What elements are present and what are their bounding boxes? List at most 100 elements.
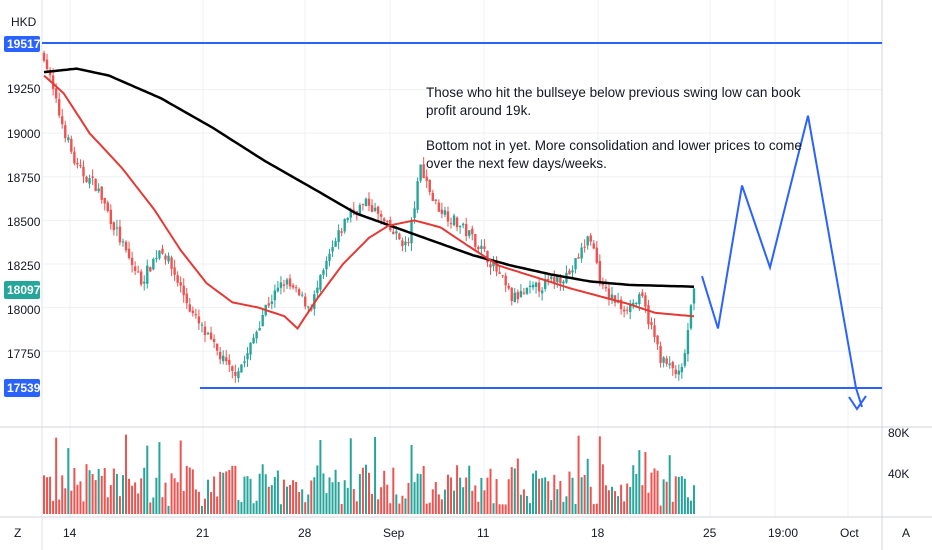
candle-body xyxy=(88,178,91,184)
time-axis[interactable]: 14 21 28 Sep 11 18 25 19:00 Oct xyxy=(63,526,859,540)
candle-body xyxy=(222,355,225,362)
auto-scale-button[interactable]: A xyxy=(902,526,910,540)
volume-bar xyxy=(689,500,692,514)
volume-bar xyxy=(322,473,325,514)
badge-last-price: 18097 xyxy=(4,281,41,299)
candle-body xyxy=(279,282,283,288)
volume-bar xyxy=(595,503,598,514)
time-tick: 28 xyxy=(298,526,312,540)
price-axis[interactable]: 19250 19000 18750 18500 18250 18000 1775… xyxy=(7,82,41,361)
annotation-line-3: Bottom not in yet. More consolidation an… xyxy=(426,138,802,153)
candle-body xyxy=(139,271,143,285)
volume-bar xyxy=(577,435,580,514)
candle-body xyxy=(413,208,416,219)
candle-body xyxy=(437,202,441,212)
candle-body xyxy=(267,303,270,306)
candle-body xyxy=(480,245,483,249)
volume-bar xyxy=(659,505,662,514)
volume-bar xyxy=(617,496,620,514)
candle-body xyxy=(543,279,547,289)
candle-body xyxy=(574,258,577,270)
volume-bar xyxy=(349,438,352,514)
candle-body xyxy=(91,176,94,178)
volume-bar xyxy=(556,489,559,514)
candle-body xyxy=(316,287,319,294)
candle-body xyxy=(328,253,331,261)
volume-bar xyxy=(492,503,495,514)
volume-bar xyxy=(443,489,446,514)
volume-bar xyxy=(128,478,131,514)
candle-body xyxy=(234,371,237,376)
candle-body xyxy=(112,222,116,231)
volume-bar xyxy=(213,476,216,514)
time-tick: 21 xyxy=(196,526,210,540)
volume-bar xyxy=(219,471,222,514)
volume-bar xyxy=(234,465,237,514)
price-tick: 18000 xyxy=(7,303,41,317)
projection-zigzag[interactable] xyxy=(701,115,863,408)
volume-bar xyxy=(225,471,228,514)
candle-body xyxy=(127,248,131,259)
volume-bar xyxy=(252,503,255,514)
volume-bar xyxy=(437,494,440,514)
volume-bar xyxy=(683,478,686,514)
volume-axis[interactable]: 80K 40K xyxy=(888,426,909,481)
candle-body xyxy=(404,241,407,246)
candle-body xyxy=(297,289,301,296)
volume-bar xyxy=(58,499,61,514)
annotation-text[interactable]: Those who hit the bullseye below previou… xyxy=(426,85,802,171)
volume-bar xyxy=(91,474,94,514)
symbol-label[interactable]: HKD xyxy=(11,15,37,29)
candle-body xyxy=(57,99,61,116)
volume-bar xyxy=(134,482,137,514)
candle-body xyxy=(331,247,334,252)
price-tick: 18250 xyxy=(7,259,41,273)
candle-body xyxy=(659,346,662,363)
volume-bar xyxy=(194,489,197,514)
volume-bar xyxy=(207,479,210,514)
volume-bar xyxy=(374,436,377,514)
volume-bar xyxy=(620,484,623,514)
candle-body xyxy=(641,292,644,296)
candle-body xyxy=(358,204,362,216)
candle-body xyxy=(449,223,453,225)
volume-bar xyxy=(495,479,498,514)
volume-bar xyxy=(459,477,462,514)
volume-bar xyxy=(446,474,449,514)
volume-bar xyxy=(498,504,501,514)
candle-body xyxy=(531,284,535,288)
candle-body xyxy=(364,198,368,207)
candle-body xyxy=(143,281,146,284)
candle-body xyxy=(622,309,626,312)
candle-body xyxy=(379,214,383,217)
candle-body xyxy=(252,337,255,344)
candle-body xyxy=(94,178,97,192)
volume-bar xyxy=(49,476,52,514)
volume-bar xyxy=(140,478,143,514)
volume-bar xyxy=(525,495,528,514)
volume-bar xyxy=(152,497,155,514)
volume-bar xyxy=(386,484,389,514)
volume-bar xyxy=(273,476,276,514)
candle-body xyxy=(158,250,161,259)
volume-bar xyxy=(243,476,246,514)
candle-body xyxy=(70,138,73,152)
timezone-button[interactable]: Z xyxy=(14,526,21,540)
candle-body xyxy=(525,288,529,294)
candle-body xyxy=(307,306,310,308)
candle-body xyxy=(300,294,304,296)
volume-bar xyxy=(131,485,134,514)
candle-body xyxy=(179,282,182,286)
annotation-line-4: over the next few days/weeks. xyxy=(426,156,607,171)
volume-bar xyxy=(85,464,88,514)
volume-bar xyxy=(240,502,243,514)
time-tick: 14 xyxy=(63,526,77,540)
candle-body xyxy=(249,342,252,355)
volume-bar xyxy=(295,481,298,514)
volume-bar xyxy=(398,503,401,514)
candle-body xyxy=(170,257,173,269)
time-tick: 18 xyxy=(591,526,605,540)
candle-body xyxy=(392,231,395,235)
volume-bar xyxy=(471,490,474,514)
